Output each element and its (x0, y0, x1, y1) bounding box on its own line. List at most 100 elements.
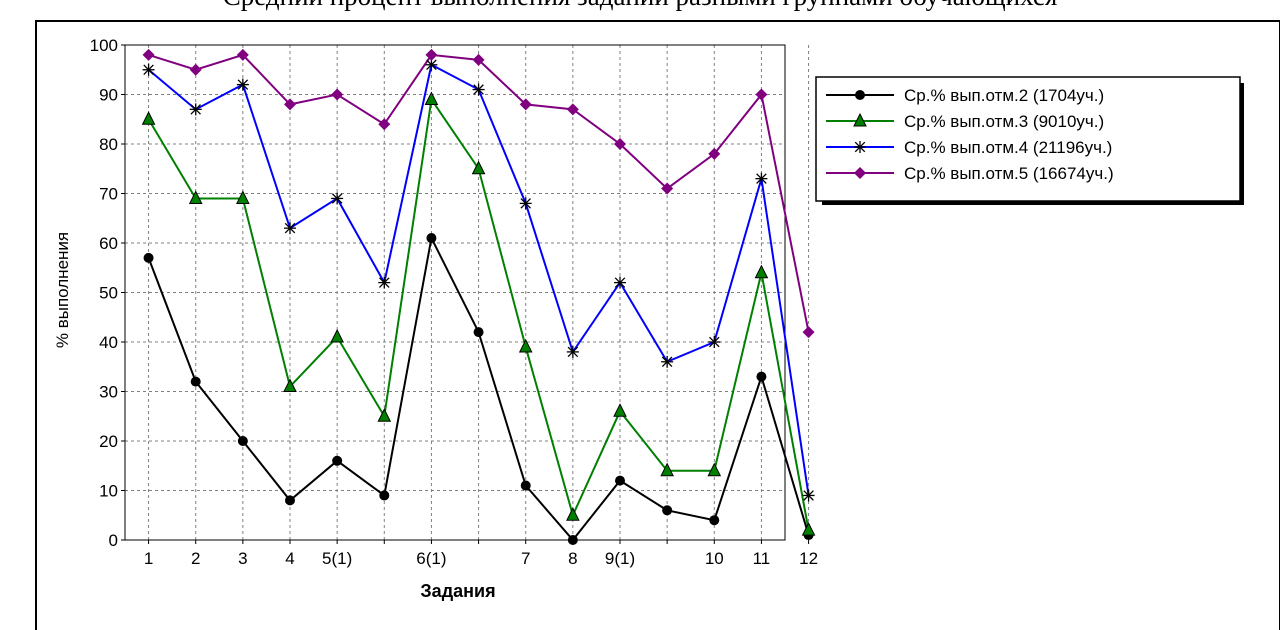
data-point-series-4 (425, 48, 438, 61)
y-tick-label: 40 (99, 333, 118, 352)
y-tick-label: 70 (99, 185, 118, 204)
data-point-series-3 (331, 192, 344, 205)
data-point-series-2 (330, 328, 344, 343)
y-tick-label: 20 (99, 432, 118, 451)
y-tick-label: 10 (99, 482, 118, 501)
data-point-series-4 (236, 48, 249, 61)
x-tick-label: 3 (238, 549, 247, 568)
data-point-series-2 (236, 190, 250, 204)
data-point-series-3 (189, 103, 202, 116)
x-tick-label: 6(1) (416, 549, 446, 568)
legend-swatch-marker (853, 112, 867, 127)
data-point-series-1 (143, 252, 154, 263)
data-point-series-2 (707, 462, 722, 477)
axes (121, 44, 810, 544)
data-point-series-1 (662, 505, 673, 516)
data-point-series-1 (520, 480, 531, 491)
data-point-series-3 (566, 345, 579, 358)
series-markers (141, 48, 816, 545)
data-point-series-3 (378, 276, 391, 289)
y-tick-label: 30 (99, 383, 118, 402)
legend-swatch-marker (855, 90, 865, 100)
data-point-series-1 (756, 371, 767, 382)
x-tick-label: 12 (799, 549, 818, 568)
data-point-series-4 (284, 98, 296, 111)
legend-swatch-marker (854, 167, 866, 179)
data-point-series-4 (566, 103, 579, 116)
y-tick-label: 100 (90, 36, 118, 55)
page-title: Средний процент выполнения заданий разны… (0, 0, 1280, 12)
data-point-series-4 (519, 98, 532, 111)
data-point-series-4 (708, 147, 721, 160)
y-axis-title: % выполнения (53, 232, 72, 348)
data-point-series-2 (613, 403, 627, 417)
plot-area-border (124, 44, 786, 541)
data-point-series-2 (801, 521, 816, 536)
data-point-series-4 (142, 48, 155, 61)
x-tick-label: 10 (705, 549, 724, 568)
data-point-series-3 (142, 63, 155, 76)
y-tick-label: 50 (99, 284, 118, 303)
data-point-series-1 (709, 515, 720, 526)
data-point-series-1 (473, 327, 484, 338)
legend-label: Ср.% вып.отм.5 (16674уч.) (904, 164, 1114, 183)
data-point-series-3 (519, 197, 532, 210)
y-tick-labels: 0 10 20 30 40 50 60 70 80 90 100 (90, 36, 118, 550)
x-tick-label: 4 (285, 549, 294, 568)
data-point-series-3 (755, 172, 768, 185)
x-axis-title: Задания (420, 581, 495, 601)
data-point-series-4 (661, 182, 674, 195)
data-point-series-4 (378, 118, 391, 131)
data-point-series-4 (331, 88, 344, 101)
data-point-series-2 (377, 408, 392, 422)
data-point-series-2 (188, 190, 203, 204)
legend-label: Ср.% вып.отм.2 (1704уч.) (904, 86, 1104, 105)
data-point-series-4 (614, 138, 626, 150)
x-tick-label: 8 (568, 549, 577, 568)
x-tick-label: 2 (191, 549, 200, 568)
data-point-series-4 (755, 88, 768, 101)
data-point-series-1 (426, 233, 437, 244)
data-point-series-2 (660, 462, 674, 477)
data-point-series-4 (189, 63, 202, 76)
data-point-series-3 (802, 489, 815, 502)
x-tick-label: 9(1) (605, 549, 635, 568)
data-point-series-3 (236, 78, 249, 91)
data-point-series-1 (332, 455, 343, 466)
data-point-series-2 (471, 160, 486, 175)
x-tick-label: 7 (521, 549, 530, 568)
legend-box (815, 76, 1241, 202)
y-tick-label: 80 (99, 135, 118, 154)
y-tick-label: 60 (99, 234, 118, 253)
data-point-series-3 (708, 336, 721, 348)
legend-label: Ср.% вып.отм.4 (21196уч.) (904, 138, 1112, 157)
legend-label: Ср.% вып.отм.3 (9010уч.) (904, 112, 1104, 131)
legend-swatch-marker (854, 141, 866, 153)
data-point-series-3 (284, 222, 296, 235)
data-point-series-3 (472, 83, 485, 96)
data-point-series-2 (754, 264, 769, 279)
data-point-series-1 (285, 495, 295, 506)
data-point-series-2 (283, 378, 297, 393)
data-point-series-1 (190, 376, 201, 387)
data-point-series-4 (802, 326, 815, 339)
data-point-series-1 (379, 490, 390, 501)
y-tick-label: 90 (99, 86, 118, 105)
x-tick-labels: 1 2 3 4 5(1) 6(1) 7 8 9(1) 10 11 12 (144, 549, 818, 568)
y-tick-label: 0 (109, 531, 118, 550)
x-tick-label: 11 (753, 549, 771, 568)
grid-lines (125, 44, 810, 540)
data-point-series-2 (424, 91, 439, 105)
x-tick-label: 1 (144, 549, 153, 568)
data-point-series-2 (518, 338, 533, 353)
data-point-series-4 (472, 53, 485, 66)
data-point-series-2 (566, 507, 580, 521)
data-point-series-2 (141, 111, 156, 125)
data-point-series-1 (567, 535, 578, 545)
data-point-series-1 (237, 436, 248, 446)
data-point-series-1 (615, 475, 625, 486)
x-tick-label: 5(1) (322, 549, 352, 568)
data-point-series-3 (614, 276, 626, 289)
legend: Ср.% вып.отм.2 (1704уч.) Ср.% вып.отм.3 (… (815, 76, 1244, 205)
